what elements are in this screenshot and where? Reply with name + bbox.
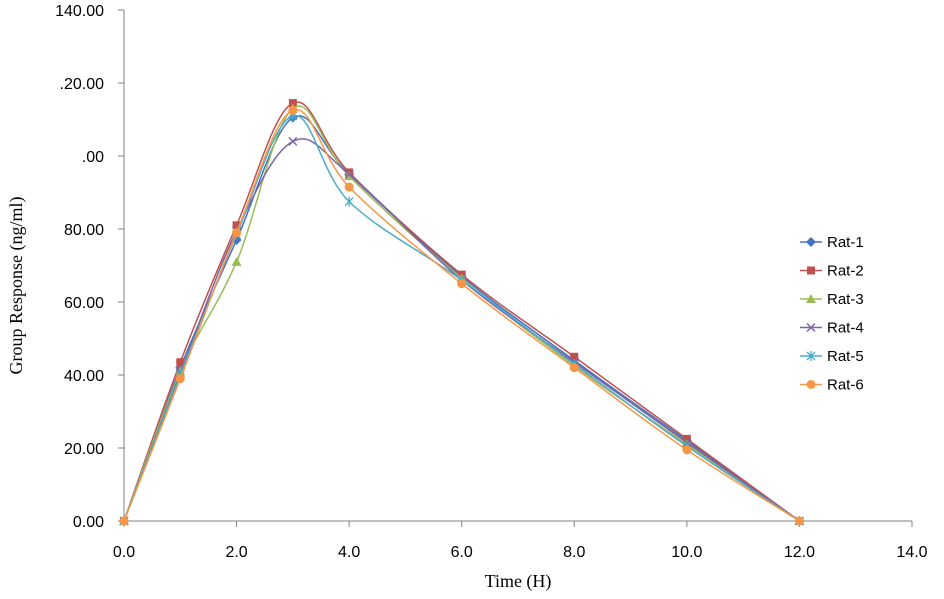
data-point [119,516,129,526]
x-tick-label: 4.0 [338,544,360,561]
series-layer [119,99,805,526]
legend-marker [807,266,815,275]
y-axis-ticks: 0.00 20.00 40.00 60.00 80.00 .00 .20.00 140.00 [55,3,124,531]
data-point [232,228,242,238]
series-line [123,105,800,522]
legend-label: Rat-2 [827,263,864,280]
y-axis-title: Group Response (ng/ml) [6,197,27,375]
data-point [175,374,185,384]
series-line [123,115,800,522]
legend-marker [806,351,816,361]
x-tick-label: 10.0 [671,544,702,561]
data-point [569,363,579,373]
legend-marker [806,294,816,303]
legend-item: Rat-5 [800,348,864,365]
series-rat-6 [119,105,804,526]
series-line [123,115,800,522]
data-point [344,196,354,207]
legend-label: Rat-6 [827,377,864,394]
legend-marker [806,380,816,389]
legend-item: Rat-4 [800,320,864,337]
y-tick-label: .00 [82,149,104,166]
series-line [123,109,800,522]
data-point [570,352,579,361]
data-point [682,434,691,443]
data-point [344,169,354,179]
series-rat-4 [119,136,804,526]
series-rat-2 [120,99,804,525]
series-line [123,138,800,522]
data-point [232,221,241,230]
data-point [176,358,185,367]
series-rat-1 [119,112,805,526]
data-point [344,182,354,192]
y-tick-label: .20.00 [60,76,105,93]
legend-marker [806,237,816,247]
legend-item: Rat-2 [800,263,864,280]
axes: 0.0020.0040.0060.0080.00.00.20.00140.00 … [55,3,928,561]
legend-item: Rat-3 [800,291,864,308]
data-point [231,256,242,266]
x-axis-ticks: 0.0 2.0 4.0 6.0 8.0 10.0 12.0 14.0 [113,521,928,561]
data-point [682,445,692,455]
y-tick-label: 20.00 [64,441,104,458]
data-point [288,105,298,115]
y-tick-label: 40.00 [64,368,104,385]
legend-item: Rat-6 [800,377,864,394]
x-axis-title: Time (H) [485,571,552,592]
legend-label: Rat-5 [827,348,864,365]
data-point [288,99,297,108]
series-rat-5 [119,110,804,526]
legend-label: Rat-4 [827,320,864,337]
x-tick-label: 6.0 [451,544,473,561]
legend-label: Rat-1 [827,234,864,251]
legend-item: Rat-1 [800,234,864,251]
x-tick-label: 12.0 [784,544,815,561]
y-tick-label: 60.00 [64,295,104,312]
y-tick-label: 0.00 [73,514,104,531]
legend: Rat-1 Rat-2 Rat-3 Rat-4 Rat-5 Rat-6 [800,234,864,394]
legend-marker [806,322,816,333]
x-tick-label: 0.0 [113,544,135,561]
y-tick-label: 80.00 [64,222,104,239]
x-tick-label: 8.0 [563,544,585,561]
data-point [344,171,355,181]
x-tick-label: 14.0 [896,544,927,561]
legend-label: Rat-3 [827,291,864,308]
series-rat-3 [119,103,805,525]
data-point [288,136,298,146]
y-tick-label: 140.00 [55,3,104,20]
data-point [794,516,804,526]
data-point [457,279,467,289]
x-tick-label: 2.0 [225,544,247,561]
